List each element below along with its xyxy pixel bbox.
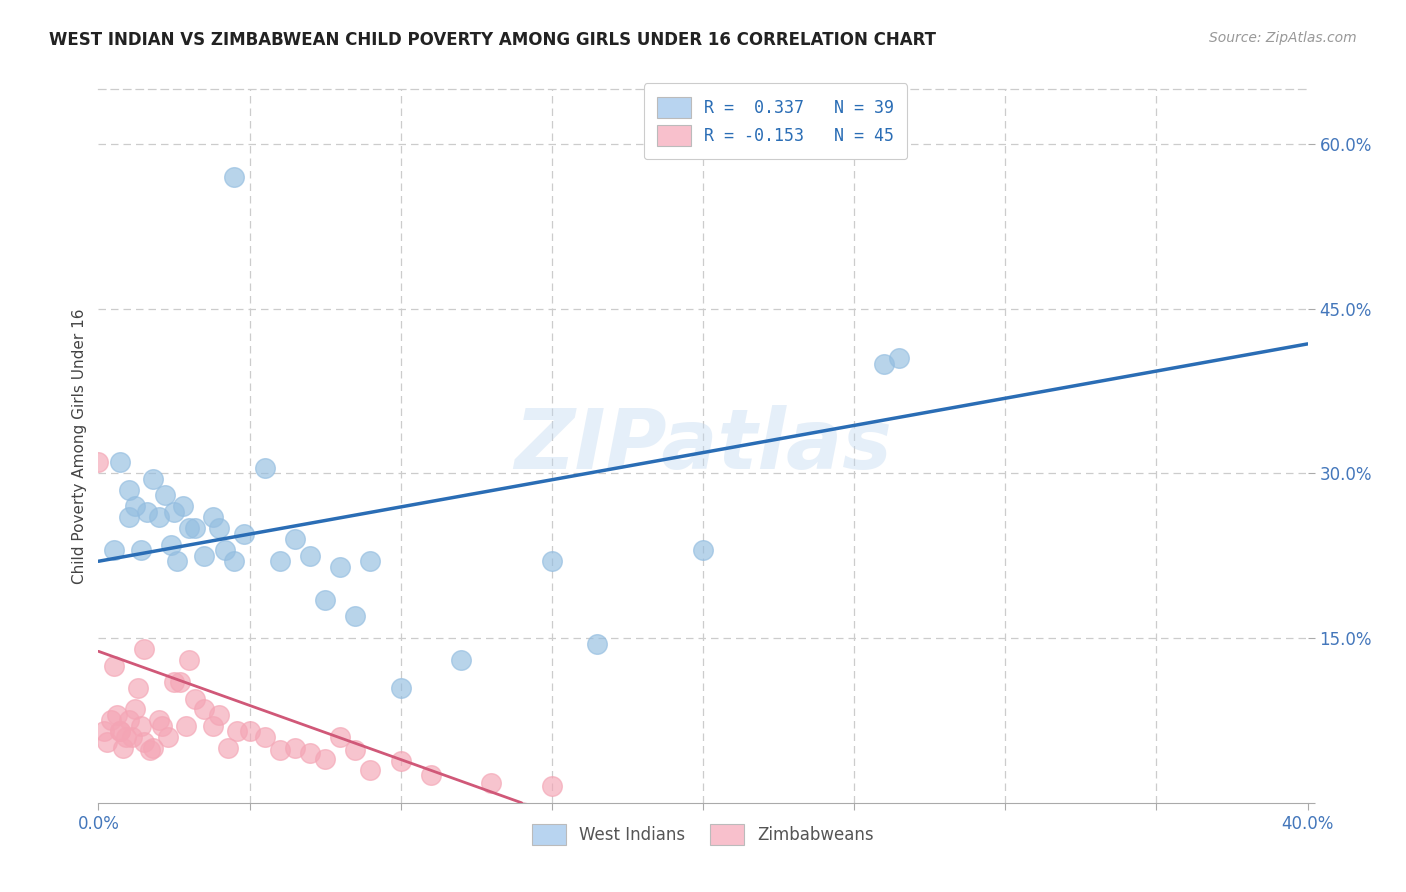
Point bbox=[96, 735, 118, 749]
Point bbox=[344, 743, 367, 757]
Point bbox=[93, 724, 115, 739]
Point bbox=[160, 538, 183, 552]
Point bbox=[169, 675, 191, 690]
Point bbox=[224, 169, 246, 184]
Y-axis label: Child Poverty Among Girls Under 16: Child Poverty Among Girls Under 16 bbox=[72, 309, 87, 583]
Point bbox=[873, 357, 896, 371]
Point bbox=[148, 714, 170, 728]
Point bbox=[360, 763, 382, 777]
Text: WEST INDIAN VS ZIMBABWEAN CHILD POVERTY AMONG GIRLS UNDER 16 CORRELATION CHART: WEST INDIAN VS ZIMBABWEAN CHILD POVERTY … bbox=[49, 31, 936, 49]
Point bbox=[179, 521, 201, 535]
Point bbox=[127, 681, 149, 695]
Point bbox=[217, 740, 239, 755]
Point bbox=[239, 724, 262, 739]
Point bbox=[184, 521, 207, 535]
Point bbox=[193, 549, 215, 563]
Point bbox=[153, 488, 176, 502]
Point bbox=[299, 747, 322, 761]
Point bbox=[111, 740, 134, 755]
Point bbox=[132, 735, 155, 749]
Point bbox=[124, 500, 146, 514]
Point bbox=[344, 609, 367, 624]
Point bbox=[103, 658, 125, 673]
Text: Source: ZipAtlas.com: Source: ZipAtlas.com bbox=[1209, 31, 1357, 45]
Point bbox=[108, 724, 131, 739]
Point bbox=[121, 730, 143, 744]
Point bbox=[208, 708, 231, 723]
Point bbox=[142, 740, 165, 755]
Point bbox=[586, 637, 609, 651]
Point bbox=[87, 455, 110, 469]
Point bbox=[314, 752, 336, 766]
Point bbox=[139, 743, 162, 757]
Point bbox=[540, 780, 562, 794]
Point bbox=[163, 675, 186, 690]
Point bbox=[692, 543, 714, 558]
Point bbox=[389, 754, 412, 768]
Point bbox=[420, 768, 443, 782]
Point bbox=[540, 554, 562, 568]
Point bbox=[105, 708, 128, 723]
Point bbox=[148, 510, 170, 524]
Point bbox=[118, 483, 141, 497]
Point bbox=[172, 500, 194, 514]
Point bbox=[269, 743, 291, 757]
Point bbox=[150, 719, 173, 733]
Point bbox=[103, 543, 125, 558]
Point bbox=[208, 521, 231, 535]
Point bbox=[118, 714, 141, 728]
Point bbox=[269, 554, 291, 568]
Text: ZIPatlas: ZIPatlas bbox=[515, 406, 891, 486]
Point bbox=[214, 543, 236, 558]
Point bbox=[132, 642, 155, 657]
Point bbox=[450, 653, 472, 667]
Point bbox=[193, 702, 215, 716]
Point bbox=[129, 543, 152, 558]
Point bbox=[329, 559, 352, 574]
Point bbox=[156, 730, 179, 744]
Point bbox=[314, 592, 336, 607]
Point bbox=[108, 724, 131, 739]
Point bbox=[226, 724, 249, 739]
Point bbox=[224, 554, 246, 568]
Point bbox=[389, 681, 412, 695]
Point bbox=[299, 549, 322, 563]
Point bbox=[202, 719, 225, 733]
Point bbox=[232, 526, 254, 541]
Point bbox=[253, 461, 276, 475]
Point bbox=[166, 554, 188, 568]
Point bbox=[108, 455, 131, 469]
Point bbox=[179, 653, 201, 667]
Point bbox=[114, 730, 136, 744]
Point bbox=[184, 691, 207, 706]
Point bbox=[253, 730, 276, 744]
Point bbox=[135, 505, 157, 519]
Point bbox=[174, 719, 197, 733]
Point bbox=[118, 510, 141, 524]
Point bbox=[329, 730, 352, 744]
Point bbox=[284, 533, 307, 547]
Point bbox=[142, 472, 165, 486]
Legend: West Indians, Zimbabweans: West Indians, Zimbabweans bbox=[519, 811, 887, 859]
Point bbox=[202, 510, 225, 524]
Point bbox=[124, 702, 146, 716]
Point bbox=[100, 714, 122, 728]
Point bbox=[163, 505, 186, 519]
Point bbox=[889, 351, 911, 366]
Point bbox=[360, 554, 382, 568]
Point bbox=[129, 719, 152, 733]
Point bbox=[481, 776, 503, 790]
Point bbox=[284, 740, 307, 755]
